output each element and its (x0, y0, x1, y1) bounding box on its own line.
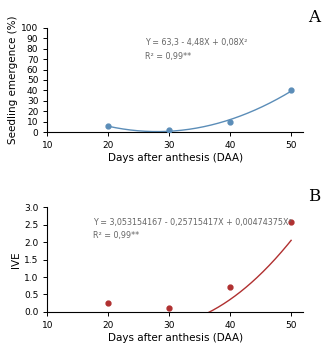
Text: A: A (308, 9, 320, 26)
X-axis label: Days after anthesis (DAA): Days after anthesis (DAA) (108, 333, 243, 343)
Y-axis label: Seedling emergence (%): Seedling emergence (%) (8, 16, 18, 144)
Y-axis label: IVE: IVE (11, 251, 21, 268)
Text: Y = 3,053154167 - 0,25715417X + 0,00474375X²: Y = 3,053154167 - 0,25715417X + 0,004743… (93, 218, 292, 227)
X-axis label: Days after anthesis (DAA): Days after anthesis (DAA) (108, 153, 243, 163)
Text: Y = 63,3 - 4,48X + 0,08X²: Y = 63,3 - 4,48X + 0,08X² (145, 38, 247, 47)
Text: R² = 0,99**: R² = 0,99** (145, 52, 191, 61)
Text: B: B (308, 188, 321, 205)
Text: R² = 0,99**: R² = 0,99** (93, 231, 139, 240)
